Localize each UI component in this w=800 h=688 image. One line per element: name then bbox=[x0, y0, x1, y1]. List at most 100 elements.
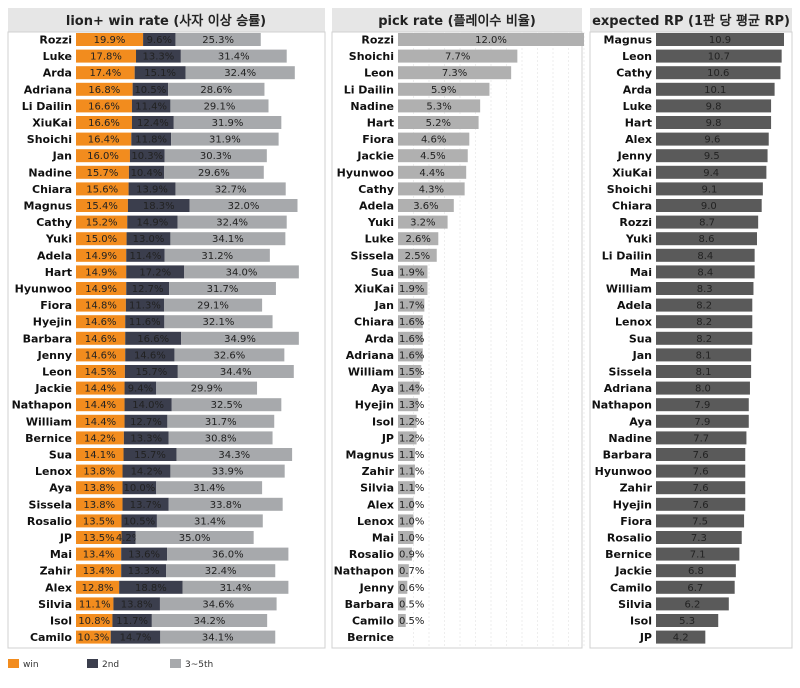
data-label: 14.2% bbox=[84, 433, 116, 444]
legend-label: 2nd bbox=[102, 660, 119, 670]
category-label: Lenox bbox=[35, 465, 72, 478]
expected-rp-title-bg bbox=[590, 8, 792, 32]
data-label: 13.0% bbox=[133, 234, 165, 245]
legend-label: win bbox=[23, 660, 39, 670]
data-label: 0.9% bbox=[399, 550, 424, 561]
data-label: 17.8% bbox=[90, 52, 122, 63]
bar-segment-3~5th bbox=[163, 298, 263, 312]
category-label: Fiora bbox=[362, 133, 394, 146]
bar bbox=[656, 398, 749, 412]
category-label: Shoichi bbox=[349, 50, 394, 63]
bar bbox=[398, 315, 423, 329]
legend-swatch bbox=[8, 659, 19, 668]
bar bbox=[398, 199, 454, 212]
data-label: 10.3% bbox=[77, 633, 109, 644]
pick-rate-bars: Rozzi 12.0% Shoichi 7.7% Leon 7.3% Li Dailin 5.… bbox=[334, 33, 584, 644]
data-label: 14.6% bbox=[85, 317, 117, 328]
bar-segment-2nd bbox=[121, 514, 157, 528]
bar bbox=[656, 365, 752, 378]
data-label: 1.0% bbox=[399, 516, 424, 527]
data-label: 31.4% bbox=[193, 483, 225, 494]
legend-label: 3~5th bbox=[185, 660, 213, 670]
data-label: 32.4% bbox=[205, 566, 237, 577]
data-label: 13.5% bbox=[83, 533, 115, 544]
bar-segment-win bbox=[76, 265, 127, 279]
bar-segment-3~5th bbox=[168, 82, 265, 96]
category-label: Li Dailin bbox=[602, 249, 652, 262]
bar-segment-win bbox=[76, 531, 122, 544]
bar bbox=[656, 497, 746, 511]
category-label: Nathapon bbox=[592, 399, 652, 412]
pick-rate-title-bg bbox=[332, 8, 582, 32]
data-label: 9.1 bbox=[701, 184, 717, 195]
bar bbox=[398, 298, 425, 312]
bar-segment-2nd bbox=[112, 614, 152, 627]
data-label: 14.7% bbox=[120, 633, 152, 644]
data-label: 32.5% bbox=[211, 400, 243, 411]
bar-segment-3~5th bbox=[156, 381, 258, 395]
category-label: Bernice bbox=[347, 631, 394, 644]
bar-segment-3~5th bbox=[170, 464, 285, 478]
category-label: Camilo bbox=[610, 581, 652, 594]
bar bbox=[656, 248, 755, 262]
data-label: 1.9% bbox=[399, 284, 424, 295]
data-label: 3.6% bbox=[413, 201, 438, 212]
data-label: 1.1% bbox=[399, 450, 424, 461]
category-label: Arda bbox=[43, 67, 72, 80]
data-label: 8.7 bbox=[699, 218, 715, 229]
category-label: Adriana bbox=[346, 349, 394, 362]
legend-swatch bbox=[170, 659, 181, 668]
category-label: Jackie bbox=[614, 565, 652, 578]
bar-segment-2nd bbox=[131, 99, 171, 113]
data-label: 7.6 bbox=[693, 467, 709, 478]
bar-segment-3~5th bbox=[173, 116, 282, 129]
category-label: Shoichi bbox=[607, 183, 652, 196]
data-label: 4.2 bbox=[673, 633, 689, 644]
bar-segment-3~5th bbox=[167, 547, 289, 561]
bar-segment-win bbox=[76, 448, 124, 461]
data-label: 31.9% bbox=[212, 118, 244, 129]
data-label: 10.5% bbox=[134, 85, 166, 96]
bar bbox=[398, 82, 490, 96]
bar-segment-3~5th bbox=[189, 199, 298, 212]
bar-segment-2nd bbox=[124, 398, 172, 412]
data-label: 18.8% bbox=[135, 583, 167, 594]
bar bbox=[398, 49, 518, 63]
category-label: Luke bbox=[365, 233, 394, 246]
data-label: 1.1% bbox=[399, 483, 424, 494]
bar-segment-3~5th bbox=[164, 248, 270, 262]
data-label: 36.0% bbox=[212, 550, 244, 561]
expected-rp-bars: Magnus 10.9 Leon 10.7 Cathy 10.6 Arda 10.1 Luke 9… bbox=[592, 33, 784, 644]
category-label: Zahir bbox=[362, 465, 395, 478]
data-label: 15.7% bbox=[87, 168, 119, 179]
category-label: Hart bbox=[45, 266, 72, 279]
data-label: 8.6 bbox=[699, 234, 715, 245]
bar-segment-2nd bbox=[127, 215, 178, 229]
data-label: 1.2% bbox=[399, 433, 424, 444]
data-label: 10.3% bbox=[131, 151, 163, 162]
data-label: 15.2% bbox=[86, 218, 118, 229]
bar-segment-2nd bbox=[132, 82, 169, 96]
data-label: 16.4% bbox=[88, 135, 120, 146]
bar bbox=[398, 431, 417, 445]
bar-segment-win bbox=[76, 365, 125, 378]
data-label: 28.6% bbox=[200, 85, 232, 96]
category-label: Jenny bbox=[617, 150, 652, 163]
data-label: 32.6% bbox=[214, 350, 246, 361]
data-label: 1.6% bbox=[399, 350, 424, 361]
data-label: 13.3% bbox=[128, 566, 160, 577]
pick-rate-grid bbox=[413, 32, 585, 648]
bar-segment-win bbox=[76, 199, 128, 212]
data-label: 30.3% bbox=[200, 151, 232, 162]
data-label: 7.6 bbox=[693, 483, 709, 494]
category-label: Nathapon bbox=[12, 399, 72, 412]
data-label: 33.8% bbox=[210, 500, 242, 511]
data-label: 15.1% bbox=[144, 68, 176, 79]
category-label: Zahir bbox=[40, 565, 73, 578]
bar bbox=[656, 99, 772, 113]
data-label: 9.4 bbox=[703, 168, 719, 179]
bar bbox=[398, 365, 422, 378]
bar-segment-3~5th bbox=[168, 497, 283, 511]
data-label: 15.0% bbox=[85, 234, 117, 245]
bar bbox=[398, 348, 423, 362]
